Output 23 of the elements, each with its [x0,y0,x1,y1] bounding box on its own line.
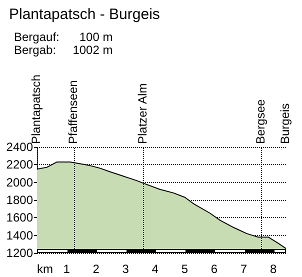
x-tick-label: 4 [152,262,159,276]
x-tick-label: 1 [63,262,70,276]
y-tick-label: 2000 [6,175,34,190]
y-tick-label: 1600 [6,210,34,225]
y-tick-label: 1800 [6,193,34,207]
x-axis-title: km [37,262,53,276]
chart-title: Plantapatsch - Burgeis [9,6,160,23]
ref-line-label: Bergsee [253,98,268,144]
ref-line-label: Pfaffenseen [66,80,80,144]
y-tick-label: 1400 [6,228,34,242]
x-tick-label: 8 [270,262,277,276]
x-tick-label: 2 [92,262,100,276]
x-tick-label: 3 [122,262,130,276]
x-tick-label: 5 [181,262,188,276]
x-tick-label: 7 [240,262,248,276]
x-tick-label: 6 [210,262,218,276]
y-tick-label: 1200 [6,246,34,260]
text: Plantapatsch [29,74,43,144]
text: Bergab: 1002 m [14,43,113,57]
ref-line-label: Platzer Alm [135,83,150,144]
y-tick-label: 2200 [6,158,34,172]
text: Bergauf: 100 m [14,30,113,44]
text: Burgeis [278,103,292,144]
